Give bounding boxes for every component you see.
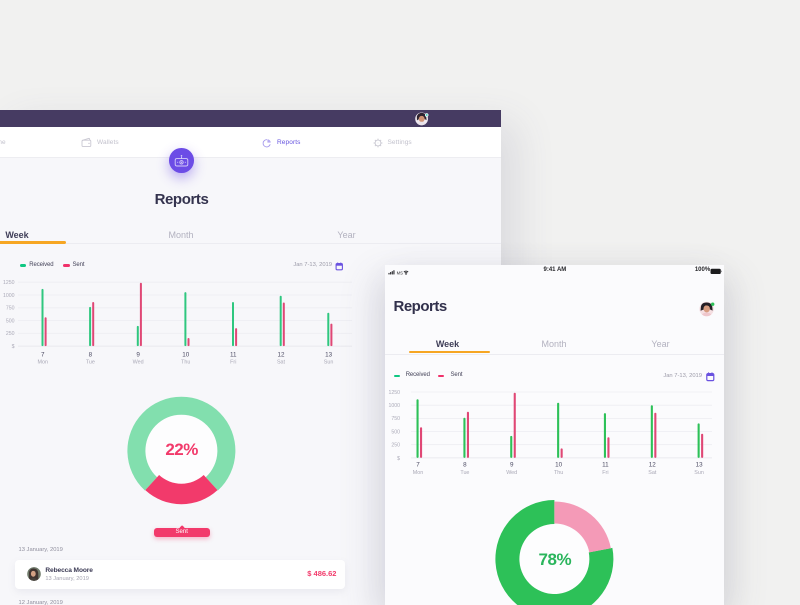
svg-text:1000: 1000 [3,293,15,299]
svg-text:Wed: Wed [133,360,144,366]
svg-text:Tue: Tue [460,469,469,475]
svg-text:$: $ [397,455,400,461]
svg-text:$: $ [12,344,15,350]
svg-text:Tue: Tue [86,360,95,366]
svg-text:Mon: Mon [413,469,423,475]
svg-text:750: 750 [6,306,15,312]
svg-text:10: 10 [182,352,190,359]
svg-text:1000: 1000 [388,403,400,409]
svg-text:Sun: Sun [694,469,704,475]
svg-text:MS: MS [397,270,403,275]
svg-text:Fri: Fri [230,360,236,366]
svg-text:Fri: Fri [602,469,608,475]
svg-text:Thu: Thu [181,360,190,366]
svg-text:250: 250 [391,442,400,448]
svg-text:7: 7 [41,352,45,359]
svg-text:10: 10 [555,461,562,468]
svg-text:1250: 1250 [388,389,400,395]
svg-text:11: 11 [230,352,237,359]
svg-text:8: 8 [89,352,93,359]
svg-text:13: 13 [696,461,703,468]
svg-text:250: 250 [6,331,15,337]
svg-text:Mon: Mon [38,360,49,366]
svg-text:12: 12 [649,461,656,468]
svg-text:9: 9 [136,352,140,359]
svg-text:1250: 1250 [3,280,15,286]
svg-text:8: 8 [463,461,467,468]
svg-text:9: 9 [510,461,514,468]
svg-text:7: 7 [416,461,420,468]
svg-text:11: 11 [602,461,609,468]
svg-text:500: 500 [391,429,400,435]
svg-text:13: 13 [325,352,333,359]
svg-text:500: 500 [6,318,15,324]
svg-text:750: 750 [391,416,400,422]
svg-text:Sat: Sat [648,469,657,475]
svg-text:12: 12 [277,352,285,359]
svg-text:Thu: Thu [554,469,563,475]
svg-text:Sun: Sun [324,360,334,366]
svg-text:Wed: Wed [506,469,517,475]
svg-text:Sat: Sat [277,360,286,366]
